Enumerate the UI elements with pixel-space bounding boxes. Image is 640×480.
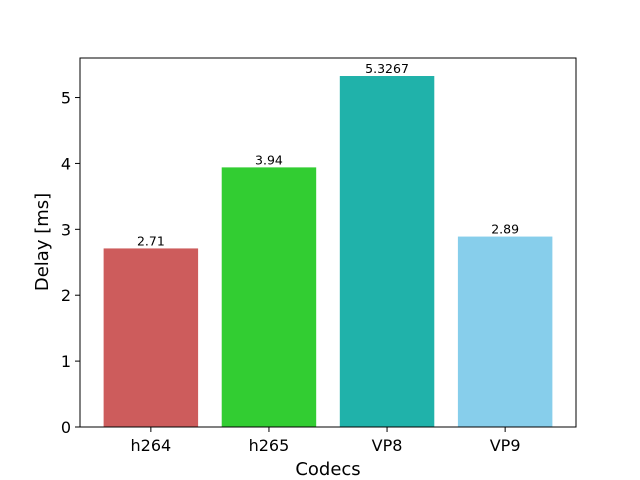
- bars-group: [103, 76, 553, 427]
- bar-h264: [103, 248, 199, 427]
- y-axis-title: Delay [ms]: [32, 193, 53, 291]
- bar-value-label-vp9: 2.89: [491, 222, 519, 237]
- bar-h265: [221, 167, 317, 427]
- y-tick-label-1: 1: [61, 352, 71, 371]
- x-tick-label-vp9: VP9: [490, 436, 521, 455]
- bar-value-labels: 2.71 3.94 5.3267 2.89: [137, 61, 519, 248]
- y-tick-label-4: 4: [61, 154, 71, 173]
- bar-value-label-h265: 3.94: [255, 152, 283, 167]
- y-tick-label-5: 5: [61, 89, 71, 108]
- bar-value-label-vp8: 5.3267: [365, 61, 409, 76]
- x-tick-label-h265: h265: [249, 436, 290, 455]
- y-tick-label-2: 2: [61, 286, 71, 305]
- x-axis-title: Codecs: [295, 459, 360, 480]
- y-axis: 0 1 2 3 4 5: [61, 89, 80, 437]
- y-tick-label-0: 0: [61, 418, 71, 437]
- plot-frame: [79, 57, 577, 428]
- x-tick-label-h264: h264: [131, 436, 172, 455]
- y-tick-label-3: 3: [61, 220, 71, 239]
- bar-value-label-h264: 2.71: [137, 233, 165, 248]
- x-tick-label-vp8: VP8: [372, 436, 403, 455]
- x-axis: h264 h265 VP8 VP9: [131, 427, 521, 455]
- bar-vp8: [339, 76, 435, 427]
- bar-vp9: [457, 236, 553, 427]
